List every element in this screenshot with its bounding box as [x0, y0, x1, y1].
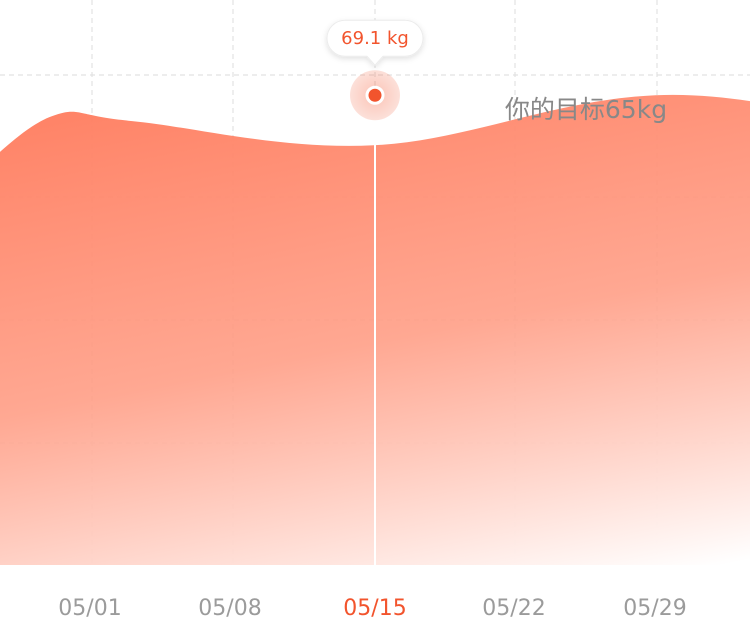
tooltip-bubble	[326, 19, 424, 66]
x-axis: 05/01 05/08 05/15 05/22 05/29	[58, 596, 686, 621]
x-tick-label[interactable]: 05/22	[482, 596, 545, 621]
tooltip-value: 69.1 kg	[341, 28, 409, 49]
x-tick-label[interactable]: 05/15	[343, 596, 406, 621]
selected-point	[350, 70, 400, 121]
selected-point-dot	[365, 85, 385, 105]
x-tick-label[interactable]: 05/08	[198, 596, 261, 621]
goal-label: 你的目标65kg	[505, 95, 667, 124]
x-tick-label[interactable]: 05/01	[58, 596, 121, 621]
x-tick-label[interactable]: 05/29	[623, 596, 686, 621]
value-tooltip: 69.1 kg	[326, 19, 424, 66]
